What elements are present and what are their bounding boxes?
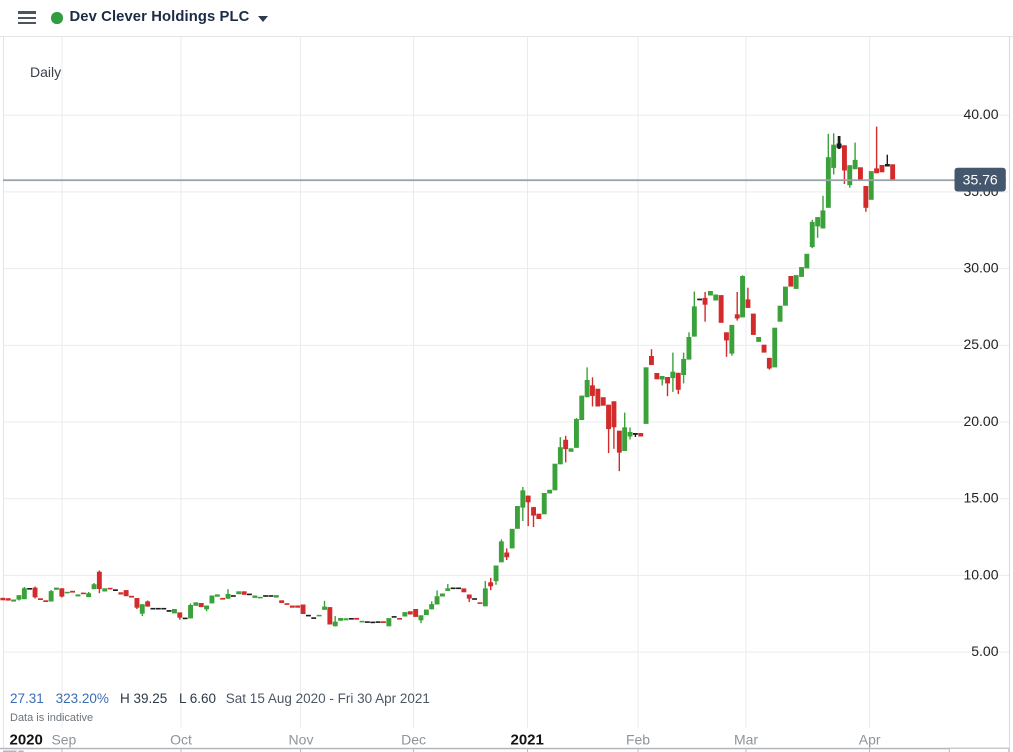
svg-text:20.00: 20.00 [963,413,998,429]
svg-text:5.00: 5.00 [971,643,998,659]
svg-text:Oct: Oct [170,731,192,747]
svg-text:Dec: Dec [401,731,426,747]
svg-text:323.20%: 323.20% [56,691,109,706]
svg-text:Sat 15 Aug 2020 - Fri 30 Apr 2: Sat 15 Aug 2020 - Fri 30 Apr 2021 [226,691,430,706]
svg-text:Apr: Apr [859,731,881,747]
svg-text:2021: 2021 [511,731,544,748]
svg-text:30.00: 30.00 [963,260,998,276]
svg-text:27.31: 27.31 [10,691,44,706]
svg-text:H 39.25: H 39.25 [120,691,167,706]
svg-text:Nov: Nov [289,731,314,747]
svg-text:10.00: 10.00 [963,566,998,582]
svg-text:2020: 2020 [10,731,43,748]
svg-text:Mar: Mar [734,731,758,747]
svg-text:35.76: 35.76 [963,171,998,187]
svg-text:Sep: Sep [51,731,76,747]
svg-text:Feb: Feb [626,731,650,747]
svg-text:Daily: Daily [30,64,61,80]
svg-text:15.00: 15.00 [963,490,998,506]
svg-text:Data is indicative: Data is indicative [10,712,93,724]
svg-text:40.00: 40.00 [963,106,998,122]
svg-text:25.00: 25.00 [963,336,998,352]
svg-text:L 6.60: L 6.60 [179,691,216,706]
